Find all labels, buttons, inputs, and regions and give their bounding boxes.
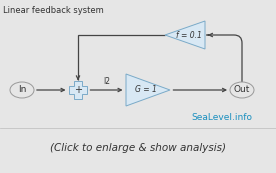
- Text: SeaLevel.info: SeaLevel.info: [191, 113, 252, 122]
- Text: In: In: [18, 85, 26, 94]
- Ellipse shape: [230, 82, 254, 98]
- Polygon shape: [165, 21, 205, 49]
- Text: Linear feedback system: Linear feedback system: [3, 6, 104, 15]
- Text: f = 0.1: f = 0.1: [176, 30, 202, 39]
- Polygon shape: [126, 74, 170, 106]
- Text: Out: Out: [234, 85, 250, 94]
- Text: G = 1: G = 1: [135, 85, 157, 94]
- Polygon shape: [69, 81, 87, 99]
- Text: +: +: [74, 85, 82, 95]
- Text: (Click to enlarge & show analysis): (Click to enlarge & show analysis): [50, 143, 226, 153]
- Ellipse shape: [10, 82, 34, 98]
- Text: I2: I2: [103, 77, 110, 86]
